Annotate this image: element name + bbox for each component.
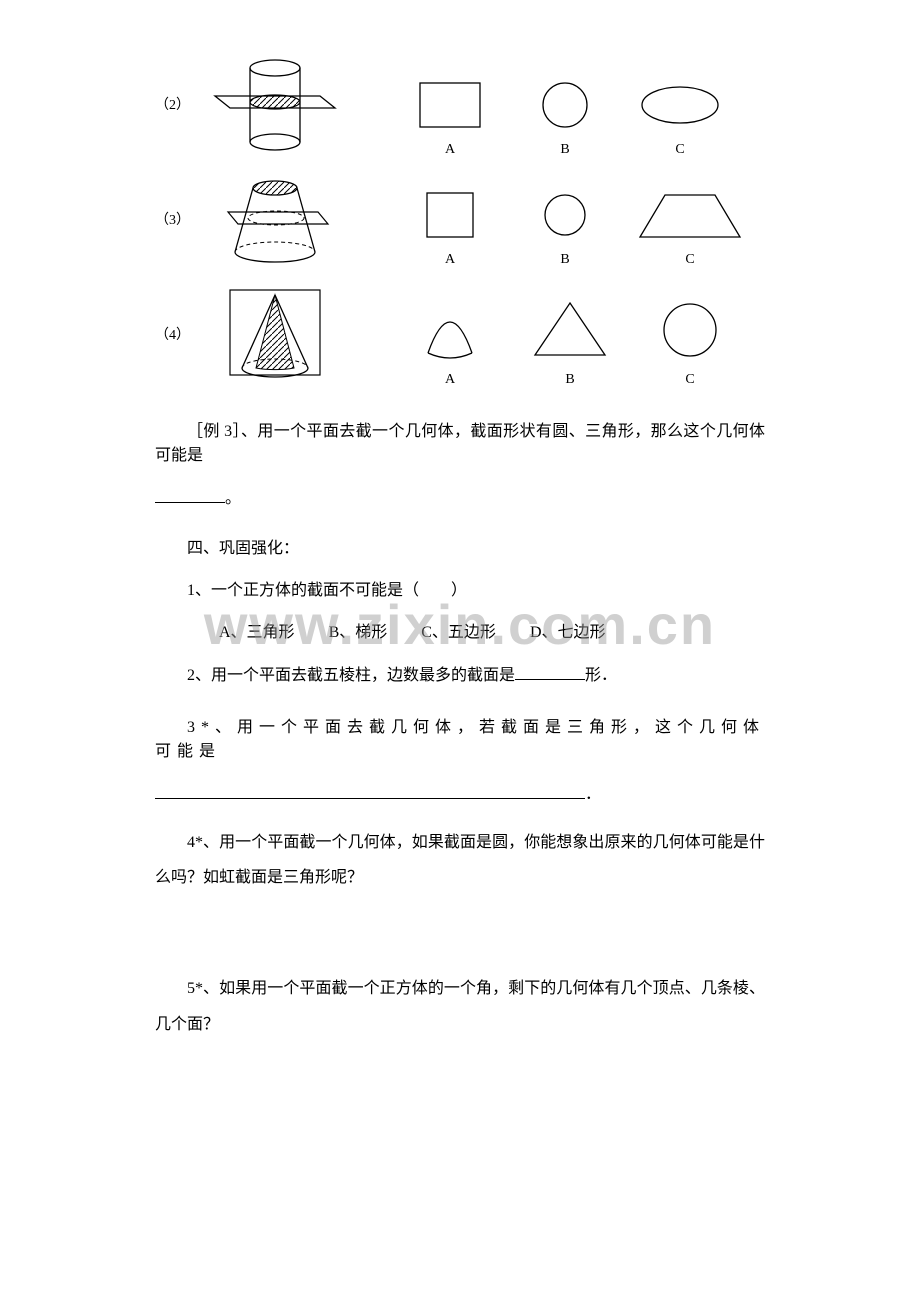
- q2-prefix: 2、用一个平面去截五棱柱，边数最多的截面是: [187, 667, 515, 684]
- fig4-label-c: C: [685, 369, 694, 390]
- q5: 5*、如果用一个平面截一个正方体的一个角，剩下的几何体有几个顶点、几条棱、几个面…: [155, 971, 765, 1041]
- row-number-2: （2）: [155, 95, 200, 116]
- fig2-option-a: A: [390, 75, 510, 160]
- fig3-solid: [200, 170, 350, 270]
- fig3-label-c: C: [685, 249, 694, 270]
- fig3-option-b: B: [510, 185, 620, 270]
- q3-prefix: 3*、用一个平面去截几何体，若截面是三角形，这个几何体可能是: [155, 719, 765, 760]
- fig2-label-a: A: [445, 139, 455, 160]
- fig4-label-b: B: [565, 369, 574, 390]
- fig4-option-b: B: [510, 295, 630, 390]
- fig2-option-c: C: [620, 75, 740, 160]
- q4: 4*、用一个平面截一个几何体，如果截面是圆，你能想象出原来的几何体可能是什么吗？…: [155, 825, 765, 895]
- fig3-label-b: B: [560, 249, 569, 270]
- q3-suffix: ．: [585, 786, 601, 803]
- example-3-text: ［例 3］、用一个平面去截一个几何体，截面形状有圆、三角形，那么这个几何体可能是: [155, 423, 765, 464]
- fig4-solid: [200, 280, 350, 390]
- example-3-suffix: 。: [225, 490, 241, 507]
- q3-blank-line: ．: [155, 782, 765, 807]
- fig2-label-b: B: [560, 139, 569, 160]
- figure-row-4: （4）: [155, 280, 765, 390]
- q1-option-c: C、五边形: [421, 621, 496, 645]
- q1-options: A、三角形 B、梯形 C、五边形 D、七边形: [155, 621, 765, 645]
- row-number-3: （3）: [155, 210, 200, 231]
- q1-option-a: A、三角形: [219, 621, 295, 645]
- q2: 2、用一个平面去截五棱柱，边数最多的截面是 形．: [155, 663, 765, 688]
- figure-block: （2）: [155, 50, 765, 390]
- q2-blank: [515, 663, 585, 680]
- fig3-option-a: A: [390, 185, 510, 270]
- q3-blank: [155, 782, 585, 799]
- fig2-solid: [200, 50, 350, 160]
- q1-stem: 1、一个正方体的截面不可能是（ ）: [155, 579, 765, 603]
- figure-row-2: （2）: [155, 50, 765, 160]
- page: （2）: [0, 0, 920, 1140]
- example-3: ［例 3］、用一个平面去截一个几何体，截面形状有圆、三角形，那么这个几何体可能是: [155, 420, 765, 468]
- q2-suffix: 形．: [585, 667, 617, 684]
- fig2-label-c: C: [675, 139, 684, 160]
- spacer: [155, 913, 765, 953]
- fig2-option-b: B: [510, 75, 620, 160]
- fig3-option-c: C: [620, 185, 760, 270]
- q1-option-b: B、梯形: [329, 621, 388, 645]
- q1-option-d: D、七边形: [530, 621, 606, 645]
- fig4-label-a: A: [445, 369, 455, 390]
- fig4-option-a: A: [390, 295, 510, 390]
- section-4-heading: 四、巩固强化：: [155, 537, 765, 561]
- q3: 3*、用一个平面去截几何体，若截面是三角形，这个几何体可能是: [155, 716, 765, 764]
- row-number-4: （4）: [155, 325, 200, 346]
- example-3-blank: [155, 486, 225, 503]
- figure-row-3: （3）: [155, 170, 765, 270]
- fig3-label-a: A: [445, 249, 455, 270]
- fig4-option-c: C: [630, 295, 750, 390]
- example-3-blank-line: 。: [155, 486, 765, 511]
